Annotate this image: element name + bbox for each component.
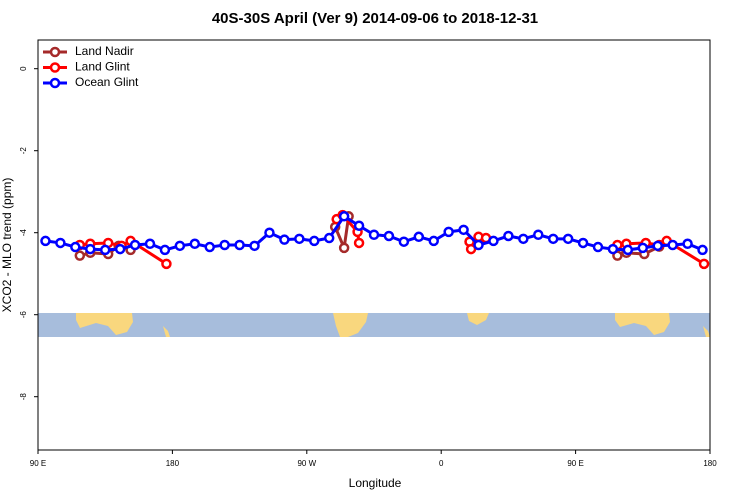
data-point: [264, 227, 275, 238]
data-point: [473, 239, 484, 251]
legend-label: Land Glint: [75, 60, 130, 74]
data-point: [40, 235, 51, 247]
land: [76, 313, 133, 335]
plot-marks: [40, 209, 710, 270]
data-point: [622, 244, 634, 256]
data-point: [413, 231, 425, 243]
data-point: [144, 238, 156, 250]
data-point: [667, 239, 678, 251]
data-point: [398, 236, 410, 247]
legend-marker: [49, 46, 61, 58]
data-point: [99, 244, 111, 256]
data-point: [294, 233, 305, 245]
data-point: [279, 234, 290, 245]
x-tick-label: 180: [166, 459, 180, 468]
data-point: [353, 237, 365, 249]
data-point: [161, 258, 172, 270]
legend-marker: [49, 77, 61, 89]
data-point: [697, 244, 708, 256]
x-tick-label: 180: [703, 459, 717, 468]
data-point: [55, 237, 66, 249]
legend-label: Land Nadir: [75, 44, 134, 58]
data-point: [533, 229, 544, 240]
chart-title: 40S-30S April (Ver 9) 2014-09-06 to 2018…: [212, 10, 538, 27]
data-point: [85, 243, 96, 255]
data-point: [159, 244, 171, 256]
land: [333, 313, 368, 337]
ocean: [38, 313, 710, 337]
data-point: [74, 250, 86, 261]
data-point: [592, 241, 604, 253]
x-tick-label: 0: [439, 459, 444, 468]
data-point: [129, 239, 141, 251]
map-strip: [38, 313, 710, 337]
data-point: [443, 226, 454, 238]
data-point: [234, 239, 245, 251]
x-tick-label: 90 E: [30, 459, 46, 468]
x-tick-label: 90 E: [567, 459, 583, 468]
data-point: [488, 235, 499, 247]
y-tick-label: -4: [19, 229, 28, 237]
data-point: [383, 230, 395, 242]
data-point: [353, 220, 365, 231]
land: [615, 313, 670, 335]
data-point: [518, 233, 529, 245]
data-point: [204, 241, 215, 253]
data-point: [652, 240, 663, 252]
x-tick-label: 90 W: [297, 459, 316, 468]
data-point: [368, 229, 380, 240]
legend-marker: [49, 62, 61, 73]
data-point: [465, 243, 477, 255]
data-point: [189, 238, 201, 250]
y-tick-label: -2: [19, 147, 28, 155]
data-point: [323, 232, 335, 244]
data-point: [503, 230, 514, 242]
y-tick-label: -8: [19, 393, 28, 401]
data-point: [607, 243, 619, 255]
data-point: [682, 238, 693, 250]
y-axis-label: XCO2 - MLO trend (ppm): [0, 178, 14, 313]
data-point: [698, 258, 710, 270]
y-tick-label: 0: [19, 66, 28, 71]
data-point: [219, 239, 230, 251]
data-point: [249, 240, 260, 252]
data-point: [547, 233, 559, 245]
data-point: [174, 240, 186, 252]
land: [703, 326, 710, 337]
data-point: [577, 237, 589, 249]
plot-frame: [37, 39, 711, 451]
legend-label: Ocean Glint: [75, 75, 139, 89]
data-point: [428, 235, 439, 247]
land: [163, 326, 170, 337]
y-tick-label: -6: [19, 311, 28, 319]
data-point: [114, 243, 126, 255]
land: [467, 313, 489, 325]
data-point: [637, 242, 649, 254]
data-point: [562, 233, 574, 245]
data-point: [338, 211, 350, 222]
data-point: [338, 242, 350, 254]
data-point: [309, 235, 320, 247]
x-axis-label: Longitude: [349, 476, 402, 490]
data-point: [458, 224, 469, 236]
series-line: [79, 213, 705, 266]
data-point: [70, 241, 81, 253]
